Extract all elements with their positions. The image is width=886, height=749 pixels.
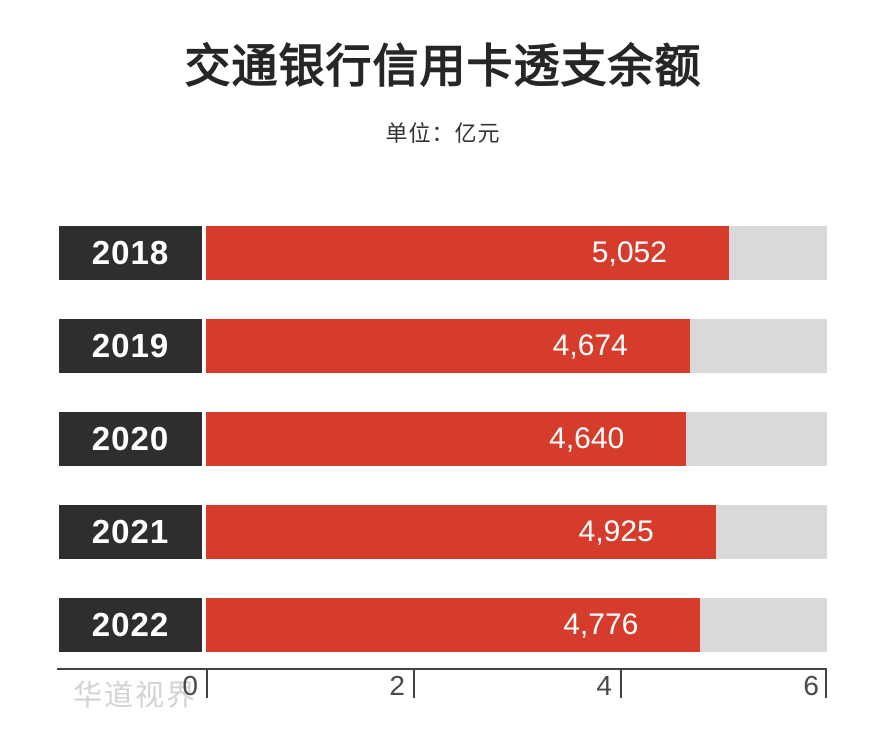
x-axis-tick [620, 670, 622, 698]
bar: 5,052 [206, 226, 729, 280]
x-axis-tick-label: 4 [596, 670, 612, 701]
x-axis-tick [206, 670, 208, 698]
x-axis-tick-label: 0 [182, 670, 198, 701]
bar-row: 2021 4,925 [59, 505, 827, 559]
bar-track: 5,052 [206, 226, 827, 280]
bar: 4,776 [206, 598, 701, 652]
bar-row: 2020 4,640 [59, 412, 827, 466]
x-axis-tick [413, 670, 415, 698]
x-axis-tick-label: 6 [803, 670, 819, 701]
bar: 4,925 [206, 505, 716, 559]
bar-track: 4,776 [206, 598, 827, 652]
x-axis-tick-label: 2 [389, 670, 405, 701]
category-label: 2018 [59, 226, 202, 280]
bar-row: 2018 5,052 [59, 226, 827, 280]
bars-area: 2018 5,052 2019 4,674 2020 4,640 2021 4,925 2022… [59, 226, 827, 652]
category-label: 2019 [59, 319, 202, 373]
category-label: 2022 [59, 598, 202, 652]
x-axis-tick [825, 670, 827, 698]
category-label: 2021 [59, 505, 202, 559]
bar: 4,674 [206, 319, 690, 373]
bar-track: 4,925 [206, 505, 827, 559]
value-label: 4,925 [578, 515, 654, 548]
watermark: 华道视界 [73, 680, 198, 712]
x-axis: 华道视界 0 2 4 6 [57, 668, 827, 732]
value-label: 4,776 [563, 608, 639, 641]
bar: 4,640 [206, 412, 687, 466]
category-label: 2020 [59, 412, 202, 466]
bar-row: 2022 4,776 [59, 598, 827, 652]
bar-track: 4,674 [206, 319, 827, 373]
bar-row: 2019 4,674 [59, 319, 827, 373]
bar-track: 4,640 [206, 412, 827, 466]
value-label: 4,674 [552, 329, 628, 362]
value-label: 4,640 [549, 422, 625, 455]
value-label: 5,052 [591, 236, 667, 269]
unit-label: 单位：亿元 [385, 121, 501, 146]
chart-title: 交通银行信用卡透支余额 [184, 40, 702, 92]
